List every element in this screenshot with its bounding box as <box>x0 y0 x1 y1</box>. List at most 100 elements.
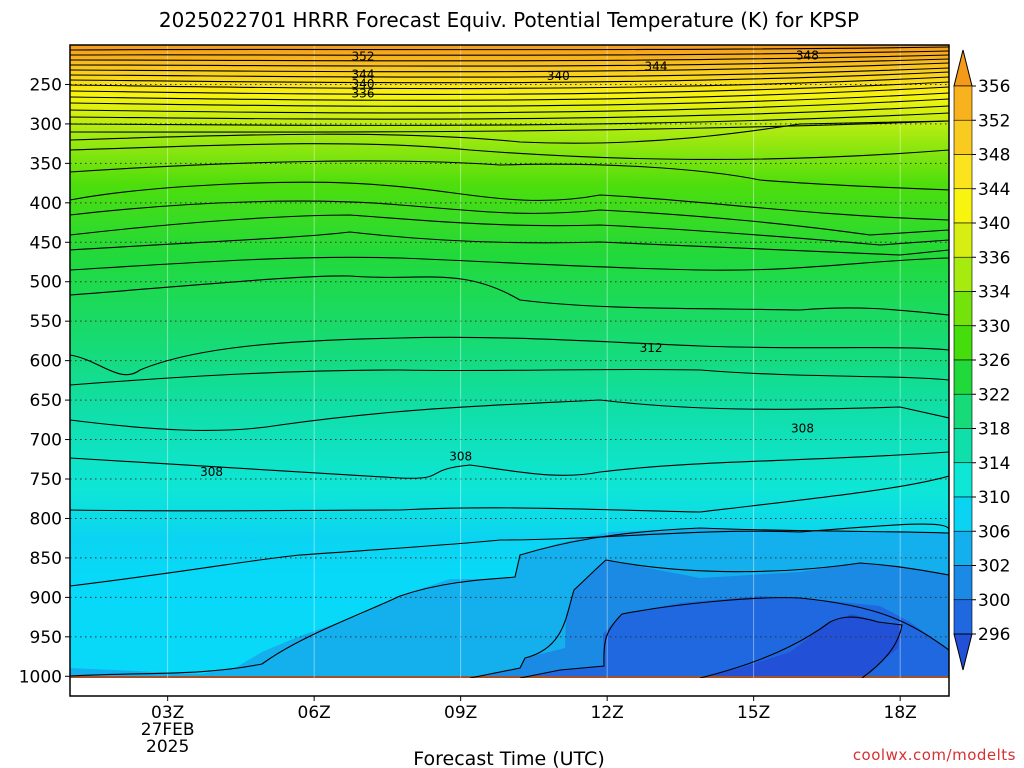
colorbar-arrow-top <box>953 49 973 87</box>
x-tick-label: 27FEB <box>141 720 195 740</box>
contour-line <box>70 120 949 133</box>
colorbar-segment <box>953 530 973 566</box>
contour-line <box>70 256 949 271</box>
y-tick-label: 900 <box>30 588 62 608</box>
y-tick-label: 250 <box>30 75 62 95</box>
contour-line <box>70 46 949 51</box>
colorbar-segment <box>953 325 973 361</box>
contour-line <box>469 559 949 678</box>
contour-line <box>70 92 949 107</box>
colorbar: 356 352 348 344 340 336 334 330 326 322 318 314 310 3… <box>953 49 1010 671</box>
contour-line <box>70 399 949 431</box>
contour-line <box>70 81 949 95</box>
colorbar-segment <box>953 359 973 395</box>
colorbar-label: 300 <box>978 591 1010 611</box>
colorbar-segment <box>953 154 973 190</box>
y-tick-label: 400 <box>30 194 62 214</box>
contour-line <box>70 160 949 191</box>
colorbar-label: 340 <box>978 214 1010 234</box>
y-tick-label: 450 <box>30 233 62 253</box>
colorbar-label: 348 <box>978 146 1010 166</box>
x-tick-label: 03Z <box>151 703 184 723</box>
colorbar-segment <box>953 256 973 292</box>
watermark: coolwx.com/modelts <box>853 746 1016 764</box>
colorbar-label: 318 <box>978 420 1010 440</box>
x-tick-label: 12Z <box>591 703 624 723</box>
contour-line <box>70 181 949 221</box>
contour-line <box>70 214 949 246</box>
contour-label: 340 <box>547 69 570 83</box>
colorbar-segment <box>953 428 973 464</box>
colorbar-segment <box>953 462 973 498</box>
colorbar-label: 336 <box>978 248 1010 268</box>
colorbar-arrow-bottom <box>953 633 973 671</box>
colorbar-label: 310 <box>978 488 1010 508</box>
contour-line <box>70 71 949 84</box>
contour-label: 344 <box>352 67 375 81</box>
contour-label: 308 <box>449 449 472 463</box>
contour-label: 344 <box>645 60 668 74</box>
colorbar-label: 296 <box>978 625 1010 645</box>
contour-label: 308 <box>791 422 814 436</box>
colorbar-segment <box>953 496 973 532</box>
contour-line <box>70 200 949 236</box>
colorbar-segment <box>953 565 973 601</box>
colorbar-segment <box>953 119 973 155</box>
colorbar-segment <box>953 85 973 121</box>
contour-line <box>70 58 949 67</box>
plot-frame <box>69 44 950 697</box>
contour-line <box>70 98 949 114</box>
y-tick-label: 350 <box>30 154 62 174</box>
colorbar-segment <box>953 188 973 224</box>
ground-band <box>70 676 949 678</box>
colorbar-label: 356 <box>978 77 1010 97</box>
y-tick-label: 950 <box>30 628 62 648</box>
y-tick-label: 300 <box>30 115 62 135</box>
contour-line <box>519 597 949 678</box>
x-tick-label: 06Z <box>298 703 331 723</box>
contour-line <box>70 523 949 587</box>
colorbar-label: 314 <box>978 454 1010 474</box>
contour-label: 312 <box>640 341 663 355</box>
contour-label: 336 <box>352 86 375 100</box>
colorbar-label: 330 <box>978 317 1010 337</box>
contour-lines <box>70 46 949 678</box>
contour-line <box>70 336 949 376</box>
contour-line <box>70 105 949 120</box>
y-tick-label: 700 <box>30 431 62 451</box>
colorbar-segment <box>953 599 973 635</box>
colorbar-segment <box>953 291 973 327</box>
colorbar-label: 326 <box>978 351 1010 371</box>
y-tick-label: 500 <box>30 273 62 293</box>
y-tick-label: 1000 <box>19 667 62 687</box>
y-axis: 250 300 350 400 450 500 550 600 650 700 750 800 850 9… <box>19 75 70 687</box>
contour-line <box>70 368 949 386</box>
y-tick-label: 750 <box>30 470 62 490</box>
contour-line <box>70 527 949 677</box>
contour-line <box>70 231 949 256</box>
x-tick-label: 2025 <box>146 737 189 757</box>
contour-line <box>70 275 949 316</box>
y-tick-label: 850 <box>30 549 62 569</box>
contour-line <box>70 86 949 101</box>
contour-line <box>70 143 949 161</box>
colorbar-label: 306 <box>978 522 1010 542</box>
y-tick-label: 550 <box>30 312 62 332</box>
colorbar-segment <box>953 222 973 258</box>
colorbar-label: 352 <box>978 111 1010 131</box>
contour-line <box>70 451 949 479</box>
contour-line <box>70 54 949 62</box>
contour-line <box>70 62 949 73</box>
contour-line <box>70 50 949 56</box>
contour-label: 352 <box>352 49 375 63</box>
colorbar-label: 344 <box>978 180 1010 200</box>
x-tick-label: 09Z <box>444 703 477 723</box>
y-tick-label: 800 <box>30 509 62 529</box>
y-tick-label: 650 <box>30 391 62 411</box>
x-tick-label: 18Z <box>884 703 917 723</box>
contour-label: 340 <box>352 77 375 91</box>
y-tick-label: 600 <box>30 352 62 372</box>
